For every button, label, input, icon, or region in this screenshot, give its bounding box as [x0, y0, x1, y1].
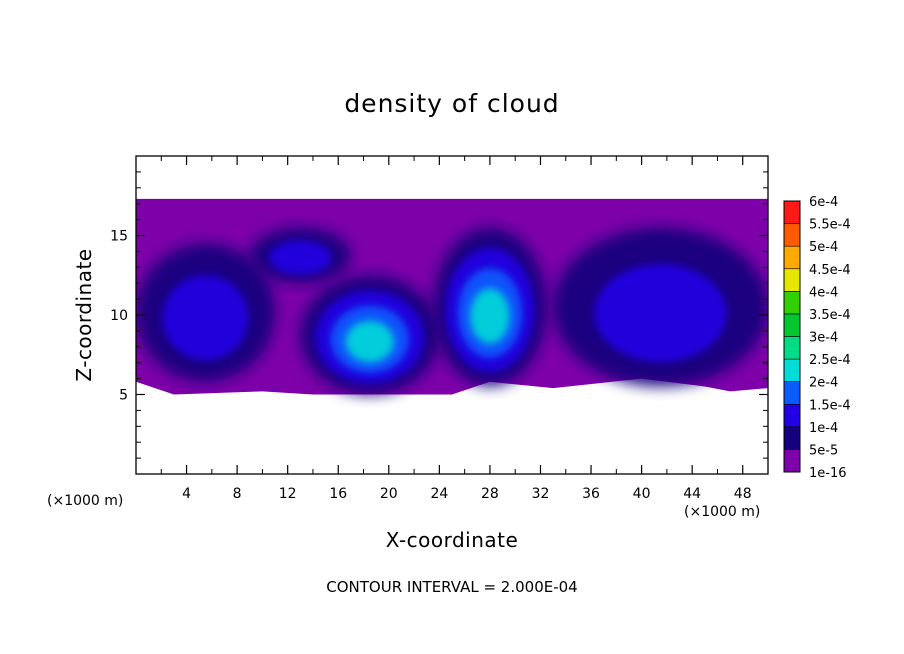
x-tick-label: 16	[329, 486, 347, 502]
x-tick-label: 28	[481, 486, 499, 502]
colorbar-swatch	[783, 245, 801, 270]
x-tick-label: 8	[233, 486, 242, 502]
colorbar-swatch	[783, 403, 801, 428]
colorbar: 1e-16 5e-5 1e-4 1.5e-4 2e-4 2.5e-4 3e-4 3.5e-4 4…	[783, 195, 851, 481]
x-tick-label: 20	[380, 486, 398, 502]
colorbar-label: 1.5e-4	[809, 398, 851, 413]
x-axis: 4 8 12 16 20 24 28 32 36 40 44 48	[160, 156, 752, 502]
x-tick-label: 12	[279, 486, 297, 502]
x-tick-label: 44	[683, 486, 701, 502]
colorbar-label: 5e-5	[809, 443, 838, 458]
colorbar-swatch	[783, 313, 801, 337]
y-tick-label: 15	[110, 229, 128, 245]
colorbar-swatch	[783, 291, 801, 315]
x-tick-label: 40	[633, 486, 651, 502]
colorbar-swatch	[783, 426, 801, 450]
x-tick-label: 24	[430, 486, 448, 502]
y-axis-label: Z-coordinate	[72, 248, 96, 381]
colorbar-label: 3e-4	[809, 331, 838, 346]
cloud-right-cells	[553, 227, 768, 387]
cloud-upper-cell	[249, 227, 351, 284]
colorbar-label: 2.5e-4	[809, 353, 851, 368]
x-tick-label: 48	[734, 486, 752, 502]
colorbar-label: 1e-4	[809, 421, 838, 436]
colorbar-label: 6e-4	[809, 195, 838, 210]
x-tick-label: 4	[182, 486, 191, 502]
colorbar-swatch	[783, 381, 801, 405]
colorbar-label: 3.5e-4	[809, 308, 851, 323]
colorbar-label: 5e-4	[809, 240, 838, 255]
chart-title: density of cloud	[344, 89, 559, 118]
colorbar-label: 1e-16	[809, 466, 847, 481]
colorbar-swatch	[783, 200, 801, 224]
colorbar-swatch	[783, 268, 801, 292]
x-tick-label: 32	[532, 486, 550, 502]
x-axis-unit: (×1000 m)	[684, 504, 760, 520]
x-axis-label: X-coordinate	[386, 528, 519, 552]
cloud-upper-cell-level-2	[269, 240, 332, 275]
colorbar-swatch	[783, 358, 801, 382]
colorbar-swatch	[783, 336, 801, 360]
cloud-density-field	[136, 198, 768, 395]
y-axis-unit: (×1000 m)	[47, 493, 123, 509]
cloud-core-24-33-level-4	[470, 288, 510, 344]
colorbar-frame	[783, 200, 801, 473]
cloud-right-cells-level-2	[594, 264, 727, 362]
y-axis: 5 10 15	[110, 171, 768, 459]
cloud-core-16-24-level-4	[345, 320, 395, 363]
cloud-left-cells-level-2	[162, 275, 249, 361]
colorbar-swatch	[783, 449, 801, 473]
colorbar-swatch	[783, 223, 801, 247]
cloud-core-24-33	[433, 227, 547, 387]
colorbar-label: 2e-4	[809, 376, 838, 391]
cloud-left-cells	[136, 243, 276, 382]
colorbar-label: 4e-4	[809, 285, 838, 300]
x-tick-label: 36	[582, 486, 600, 502]
contour-interval-note: CONTOUR INTERVAL = 2.000E-04	[326, 578, 577, 596]
cloud-core-16-24	[300, 275, 440, 395]
y-tick-label: 5	[119, 388, 128, 404]
colorbar-label: 4.5e-4	[809, 263, 851, 278]
colorbar-label: 5.5e-4	[809, 218, 851, 233]
y-tick-label: 10	[110, 308, 128, 324]
